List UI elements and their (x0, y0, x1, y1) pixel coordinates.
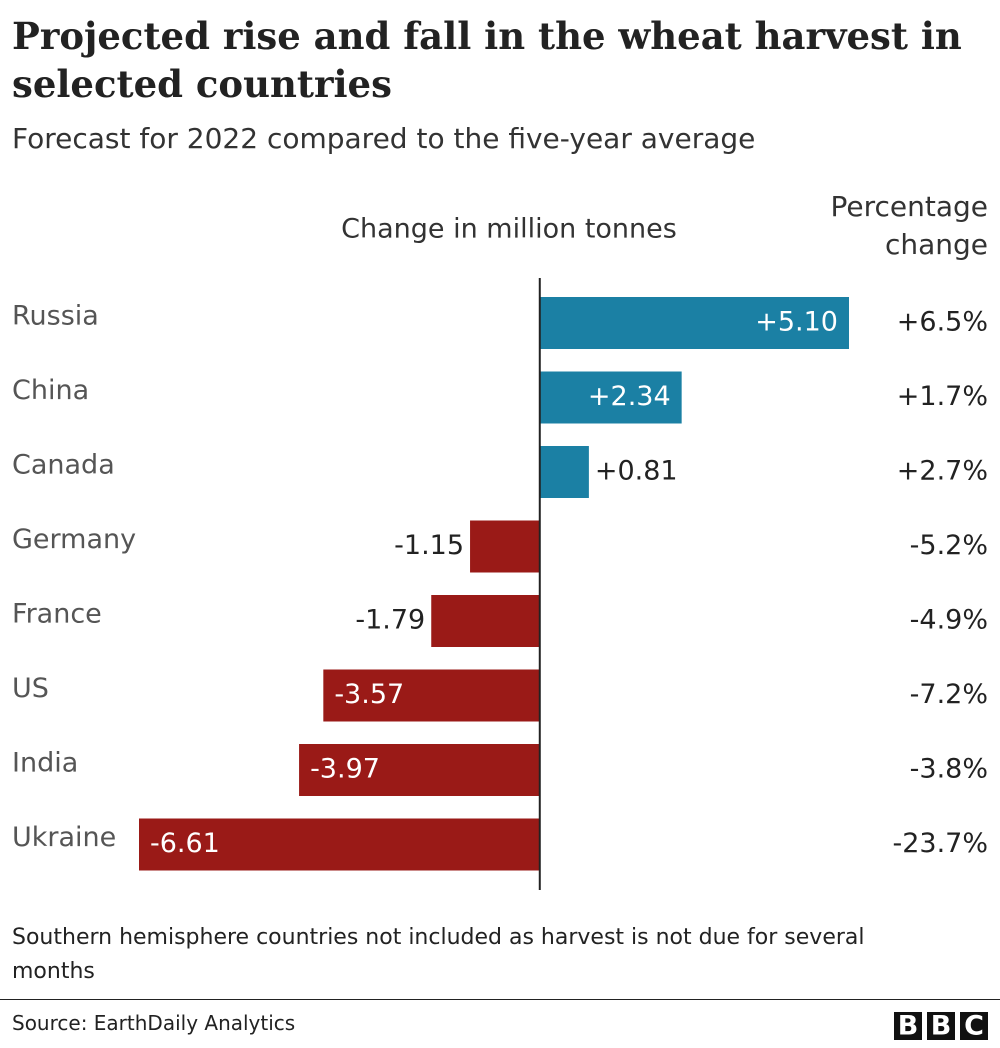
category-label: US (12, 673, 49, 704)
chart: Change in million tonnes Russia +5.10 +6.5… (12, 214, 988, 890)
data-label: -6.61 (150, 828, 220, 859)
bar (539, 371, 682, 424)
bar (431, 595, 540, 647)
data-label: +5.10 (755, 307, 838, 338)
percent-label: -23.7% (892, 828, 988, 859)
bar (299, 744, 540, 796)
percent-label: +6.5% (897, 307, 988, 338)
percent-label: -7.2% (910, 679, 988, 710)
category-label: India (12, 748, 78, 779)
bar (539, 446, 589, 498)
category-label: Ukraine (12, 822, 116, 853)
logo-box (960, 1012, 988, 1040)
data-label: -3.57 (334, 679, 404, 710)
category-label: France (12, 599, 102, 630)
logo-box (894, 1012, 922, 1040)
chart-title: Projected rise and fall in the wheat har… (12, 14, 962, 106)
data-label: -1.79 (355, 605, 425, 636)
percent-label: -3.8% (910, 754, 988, 785)
data-label: -1.15 (394, 530, 464, 561)
percent-label: -4.9% (910, 605, 988, 636)
logo-box (927, 1012, 955, 1040)
data-label: -3.97 (310, 754, 380, 785)
category-label: Canada (12, 450, 115, 481)
bar (323, 669, 540, 722)
data-label: +0.81 (595, 456, 678, 487)
divider (0, 999, 1000, 1000)
logo-letter: C (964, 1011, 984, 1042)
category-label: Germany (12, 524, 136, 555)
source: Source: EarthDaily Analytics (12, 1011, 296, 1035)
percent-label: -5.2% (910, 530, 988, 561)
axis-title: Change in million tonnes (341, 214, 677, 245)
bar (470, 520, 540, 573)
logo-letter: B (898, 1011, 919, 1042)
bar (139, 818, 540, 871)
category-label: China (12, 375, 89, 406)
chart-subtitle: Forecast for 2022 compared to the five-y… (12, 122, 756, 155)
percent-label: +2.7% (897, 456, 988, 487)
column-header: Percentage change (830, 190, 988, 261)
footnote: Southern hemisphere countries not includ… (12, 925, 865, 984)
category-label: Russia (12, 301, 99, 332)
logo-letter: B (931, 1011, 952, 1042)
bar (539, 297, 849, 349)
percent-label: +1.7% (897, 381, 988, 412)
data-label: +2.34 (588, 381, 671, 412)
